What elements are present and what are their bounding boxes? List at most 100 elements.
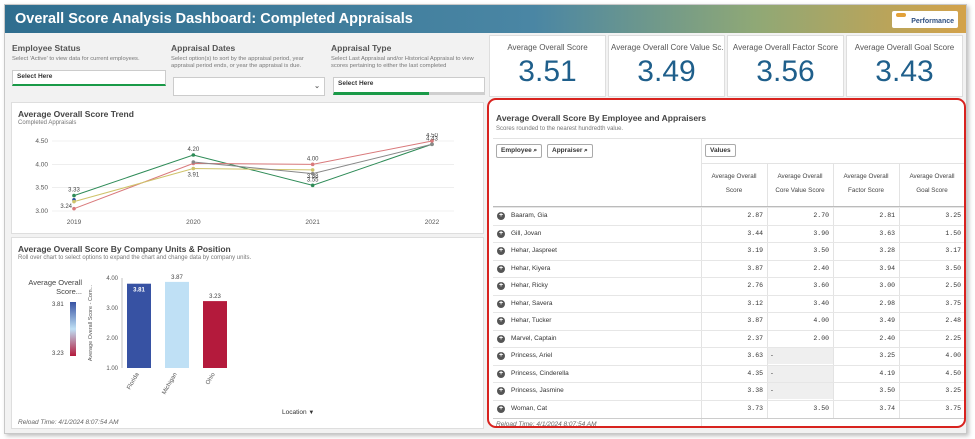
expand-plus-icon[interactable]: +	[497, 299, 505, 308]
kpi-goal-score[interactable]: Average Overall Goal Score 3.43	[846, 35, 963, 97]
score-cell: 3.74	[879, 404, 895, 412]
data-point	[430, 142, 434, 147]
filter-desc: Select 'Active' to view data for current…	[12, 56, 140, 62]
units-bar-chart[interactable]: 1.00 2.00 3.00 4.00 Average Overall Score - …	[82, 268, 312, 398]
expand-plus-icon[interactable]: +	[497, 387, 505, 395]
column-header-0[interactable]: Average Overall Score	[711, 173, 757, 194]
header-divider	[701, 163, 964, 164]
expand-plus-icon[interactable]: +	[497, 247, 505, 255]
empty-cell-shade	[768, 348, 833, 364]
data-point	[310, 168, 315, 172]
expand-plus-icon[interactable]: +	[497, 229, 505, 238]
y-tick-label: 1.00	[106, 366, 118, 372]
score-cell: 3.40	[813, 299, 829, 307]
expand-plus-icon[interactable]: +	[497, 404, 505, 413]
employee-name: Baaram, Gia	[511, 212, 548, 219]
column-divider	[899, 163, 900, 418]
category-label: Ohio	[205, 371, 217, 386]
score-cell: 2.48	[945, 317, 961, 324]
score-cell: 2.70	[813, 212, 829, 219]
score-cell: 3.50	[813, 404, 829, 412]
kpi-factor-score[interactable]: Average Overall Factor Score 3.56	[727, 35, 844, 97]
employee-name: Princess, Ariel	[511, 352, 553, 359]
score-cell: 3.19	[747, 247, 763, 254]
y-tick-label: 4.50	[35, 138, 48, 145]
series-line	[73, 143, 433, 197]
data-label: 4.00	[307, 156, 319, 162]
expand-plus-icon[interactable]: +	[497, 264, 505, 273]
score-cell: 4.50	[945, 369, 961, 377]
table-row[interactable]: + Princess, Cinderella 4.35- 4.19 4.50	[493, 364, 964, 382]
bar	[203, 301, 227, 368]
data-label: 4.20	[187, 147, 199, 153]
employee-filter-button[interactable]: Employee ⌕	[496, 144, 543, 158]
filter-desc: Select option(s) to sort by the appraisa…	[171, 56, 304, 69]
trend-panel[interactable]: Average Overall Score Trend Completed Ap…	[11, 102, 484, 234]
score-cell: 3.25	[945, 212, 961, 219]
legend-min: 3.23	[52, 351, 64, 357]
y-tick-label: 4.00	[35, 161, 48, 168]
table-row[interactable]: + Hehar, Savera 3.12 3.40 2.98 3.75	[493, 294, 964, 312]
score-cell: 3.60	[813, 282, 829, 289]
table-row[interactable]: + Hehar, Jaspreet 3.19 3.50 3.28 3.17	[493, 242, 964, 259]
appraisal-type-select[interactable]: Select Here	[333, 77, 485, 95]
column-divider	[833, 163, 834, 418]
table-row[interactable]: + Gill, Jovan 3.44 3.90 3.63 1.50	[493, 224, 964, 242]
score-cell: 3.90	[813, 229, 829, 237]
table-row[interactable]: + Woman, Cat 3.73 3.50 3.74 3.75	[493, 399, 964, 417]
kpi-overall-score[interactable]: Average Overall Score 3.51	[489, 35, 606, 97]
empty-cell-shade	[768, 365, 833, 382]
score-cell: 3.75	[945, 404, 961, 412]
units-panel[interactable]: Average Overall Score By Company Units &…	[11, 237, 484, 429]
page-title: Overall Score Analysis Dashboard: Comple…	[15, 11, 413, 27]
data-point	[191, 166, 196, 171]
table-row[interactable]: + Baaram, Gia 2.87 2.70 2.81 3.25	[493, 207, 964, 224]
filter-title: Appraisal Type	[331, 43, 392, 53]
table-row[interactable]: + Princess, Jasmine 3.38- 3.50 3.25	[493, 382, 964, 399]
y-tick-label: 2.00	[106, 336, 118, 342]
appraiser-filter-button[interactable]: Appraiser ⌕	[547, 144, 593, 158]
y-tick-label: 3.00	[106, 306, 118, 312]
appraisal-dates-dropdown[interactable]: ⌄	[173, 77, 325, 96]
trend-line-chart[interactable]: 3.00 3.50 4.00 4.50 2019 2020 2021 2022 3.33 4.20…	[14, 133, 474, 233]
employee-name: Gill, Jovan	[511, 229, 542, 237]
employee-appraiser-table-panel[interactable]: Average Overall Score By Employee and Ap…	[487, 98, 966, 428]
caret-down-icon: ▼	[308, 410, 315, 416]
column-divider	[767, 163, 768, 418]
expand-plus-icon[interactable]: +	[497, 212, 505, 220]
bar-value-label: 3.23	[209, 294, 221, 300]
expand-plus-icon[interactable]: +	[497, 317, 505, 325]
filter-title: Employee Status	[12, 43, 81, 53]
table-row[interactable]: + Hehar, Kiyera 3.87 2.40 3.94 3.50	[493, 259, 964, 277]
score-cell: 2.40	[813, 264, 829, 272]
employee-status-select[interactable]: Select Here	[12, 70, 166, 86]
bar	[165, 281, 189, 368]
score-cell: 1.50	[945, 229, 961, 237]
expand-plus-icon[interactable]: +	[497, 352, 505, 360]
table-row[interactable]: + Marvel, Captain 2.37 2.00 2.40 2.25	[493, 329, 964, 347]
table-row[interactable]: + Hehar, Tucker 3.87 4.00 3.49 2.48	[493, 312, 964, 329]
expand-plus-icon[interactable]: +	[497, 369, 505, 378]
data-point	[310, 183, 315, 188]
table-row[interactable]: + Hehar, Ricky 2.76 3.60 3.00 2.50	[493, 277, 964, 294]
column-header-3[interactable]: Average Overall Goal Score	[909, 173, 955, 194]
expand-plus-icon[interactable]: +	[497, 334, 505, 343]
search-icon: ⌕	[533, 147, 538, 154]
expand-plus-icon[interactable]: +	[497, 282, 505, 290]
y-tick-label: 4.00	[106, 276, 118, 282]
data-label: 4.50	[426, 133, 438, 139]
score-cell: 2.37	[747, 334, 763, 342]
location-dimension-label[interactable]: Location ▼	[282, 409, 315, 416]
values-button[interactable]: Values	[705, 144, 736, 157]
data-point	[191, 153, 196, 157]
column-header-2[interactable]: Average Overall Factor Score	[843, 173, 889, 194]
table-row[interactable]: + Princess, Ariel 3.63- 3.25 4.00	[493, 347, 964, 364]
employee-name: Hehar, Savera	[511, 299, 553, 307]
kpi-core-value-score[interactable]: Average Overall Core Value Sc... 3.49	[608, 35, 725, 97]
employee-name: Hehar, Kiyera	[511, 264, 551, 272]
score-cell: 3.63	[747, 352, 763, 359]
column-header-1[interactable]: Average Overall Core Value Score	[775, 173, 825, 194]
data-label: 3.88	[307, 174, 319, 180]
logo-mark-icon	[896, 13, 906, 17]
score-cell: 3.38	[747, 387, 763, 394]
